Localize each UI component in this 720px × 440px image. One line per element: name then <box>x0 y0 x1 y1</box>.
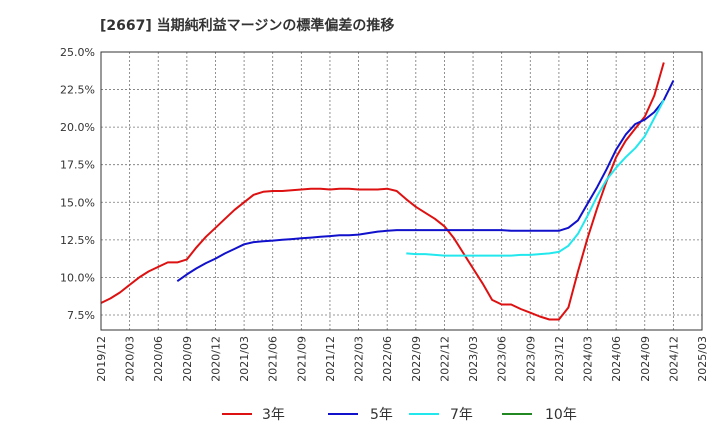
y-tick-label: 20.0% <box>60 121 95 134</box>
x-tick-label: 2023/12 <box>553 336 566 382</box>
x-tick-label: 2019/12 <box>95 336 108 382</box>
grid <box>100 51 703 330</box>
x-tick-label: 2021/03 <box>238 336 251 382</box>
x-tick-label: 2021/09 <box>295 336 308 382</box>
legend-label-2: 7年 <box>450 407 473 423</box>
y-tick-label: 7.5% <box>67 309 95 322</box>
x-tick-label: 2022/09 <box>410 336 423 382</box>
x-tick-label: 2025/03 <box>696 336 709 382</box>
y-tick-label: 15.0% <box>60 196 95 209</box>
x-tick-label: 2023/03 <box>467 336 480 382</box>
y-tick-label: 10.0% <box>60 271 95 284</box>
y-tick-label: 22.5% <box>60 84 95 97</box>
y-axis-ticks: 7.5% 10.0% 12.5% 15.0% 17.5% 20.0% 22.5% 25.0% <box>60 46 95 322</box>
x-tick-label: 2024/03 <box>582 336 595 382</box>
y-tick-label: 25.0% <box>60 46 95 59</box>
y-tick-label: 17.5% <box>60 159 95 172</box>
chart-title: [2667] 当期純利益マージンの標準偏差の推移 <box>100 17 394 34</box>
x-tick-label: 2024/09 <box>639 336 652 382</box>
x-tick-label: 2020/06 <box>152 336 165 382</box>
x-tick-label: 2021/12 <box>324 336 337 382</box>
x-tick-label: 2020/09 <box>181 336 194 382</box>
series-line-1 <box>176 80 675 283</box>
x-tick-label: 2020/12 <box>209 336 222 382</box>
legend-label-1: 5年 <box>370 407 393 423</box>
x-tick-label: 2022/03 <box>353 336 366 382</box>
x-tick-label: 2024/12 <box>667 336 680 382</box>
x-tick-label: 2020/03 <box>124 336 137 382</box>
plot-frame <box>100 51 703 331</box>
series-lines <box>100 62 675 321</box>
x-tick-label: 2021/06 <box>267 336 280 382</box>
legend-label-0: 3年 <box>262 407 285 423</box>
x-axis-ticks: 2019/12 2020/03 2020/06 2020/09 2020/12 2021/… <box>95 336 709 382</box>
x-tick-label: 2023/09 <box>524 336 537 382</box>
legend-label-3: 10年 <box>545 407 577 423</box>
x-tick-label: 2023/06 <box>496 336 509 382</box>
series-line-2 <box>406 99 665 257</box>
series-line-0 <box>100 62 665 321</box>
x-tick-label: 2022/06 <box>381 336 394 382</box>
x-tick-label: 2022/12 <box>438 336 451 382</box>
legend: 3年 5年 7年 10年 <box>222 407 577 423</box>
y-tick-label: 12.5% <box>60 234 95 247</box>
x-tick-label: 2024/06 <box>610 336 623 382</box>
